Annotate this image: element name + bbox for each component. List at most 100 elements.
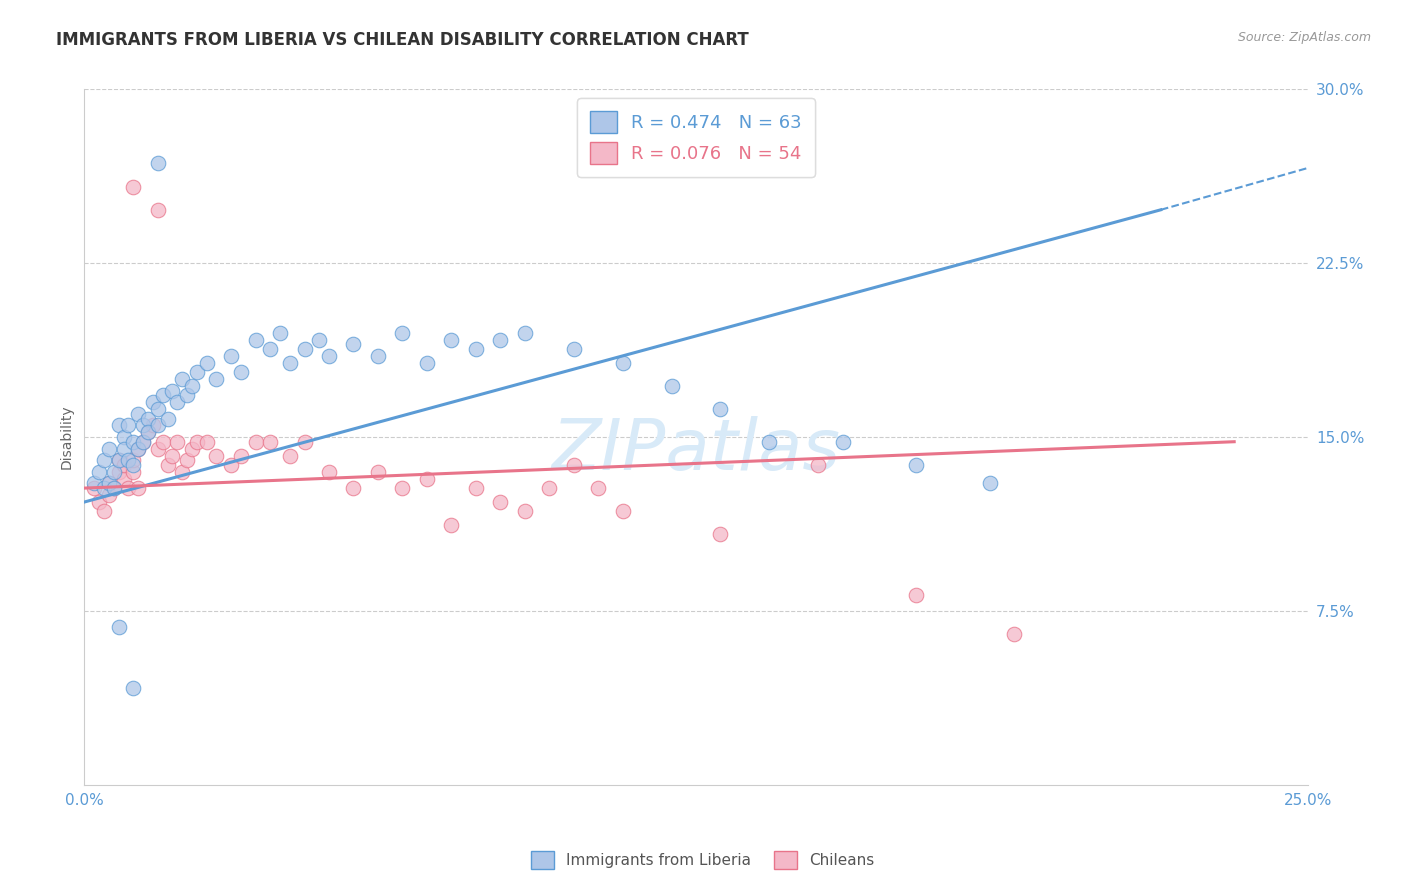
Point bbox=[758, 434, 780, 449]
Point bbox=[979, 476, 1001, 491]
Point bbox=[93, 453, 115, 467]
Point bbox=[367, 349, 389, 363]
Point bbox=[294, 342, 316, 356]
Point bbox=[122, 465, 145, 479]
Point bbox=[367, 465, 389, 479]
Point bbox=[107, 620, 129, 634]
Point bbox=[103, 481, 125, 495]
Point bbox=[127, 442, 149, 456]
Point bbox=[1002, 627, 1025, 641]
Point bbox=[391, 481, 413, 495]
Point bbox=[807, 458, 830, 472]
Point bbox=[709, 527, 731, 541]
Point bbox=[146, 418, 169, 433]
Point bbox=[709, 402, 731, 417]
Point bbox=[107, 418, 129, 433]
Point bbox=[586, 481, 609, 495]
Point bbox=[464, 481, 486, 495]
Point bbox=[538, 481, 561, 495]
Point bbox=[905, 458, 928, 472]
Point bbox=[176, 388, 198, 402]
Point bbox=[103, 465, 125, 479]
Point bbox=[195, 356, 218, 370]
Point bbox=[112, 442, 135, 456]
Point bbox=[152, 388, 174, 402]
Text: ZIPatlas: ZIPatlas bbox=[551, 417, 841, 485]
Point bbox=[562, 342, 585, 356]
Point bbox=[440, 518, 463, 533]
Point bbox=[122, 434, 145, 449]
Point bbox=[93, 504, 115, 518]
Point bbox=[308, 333, 330, 347]
Point bbox=[440, 333, 463, 347]
Point bbox=[97, 476, 120, 491]
Point bbox=[172, 465, 194, 479]
Point bbox=[156, 458, 179, 472]
Point bbox=[146, 202, 169, 217]
Point bbox=[513, 326, 536, 340]
Point bbox=[661, 379, 683, 393]
Point bbox=[278, 356, 301, 370]
Point bbox=[132, 434, 155, 449]
Point bbox=[146, 156, 169, 170]
Point bbox=[83, 476, 105, 491]
Point bbox=[127, 481, 149, 495]
Point bbox=[416, 356, 439, 370]
Point bbox=[219, 458, 242, 472]
Point bbox=[259, 342, 281, 356]
Point bbox=[136, 425, 159, 440]
Point bbox=[162, 449, 184, 463]
Point bbox=[156, 411, 179, 425]
Point bbox=[112, 472, 135, 486]
Point bbox=[181, 379, 204, 393]
Point bbox=[342, 337, 364, 351]
Point bbox=[318, 349, 340, 363]
Point bbox=[229, 449, 252, 463]
Point bbox=[219, 349, 242, 363]
Point bbox=[146, 402, 169, 417]
Point bbox=[136, 425, 159, 440]
Point bbox=[132, 434, 155, 449]
Point bbox=[127, 442, 149, 456]
Point bbox=[112, 430, 135, 444]
Point bbox=[181, 442, 204, 456]
Point bbox=[107, 465, 129, 479]
Point bbox=[117, 481, 139, 495]
Point bbox=[176, 453, 198, 467]
Point bbox=[269, 326, 291, 340]
Point bbox=[122, 681, 145, 695]
Point bbox=[612, 504, 634, 518]
Point bbox=[87, 495, 110, 509]
Point bbox=[127, 407, 149, 421]
Point bbox=[562, 458, 585, 472]
Point bbox=[513, 504, 536, 518]
Point bbox=[87, 465, 110, 479]
Point bbox=[166, 395, 188, 409]
Point bbox=[391, 326, 413, 340]
Point bbox=[342, 481, 364, 495]
Point bbox=[259, 434, 281, 449]
Point bbox=[136, 411, 159, 425]
Point bbox=[205, 449, 228, 463]
Point bbox=[112, 458, 135, 472]
Text: IMMIGRANTS FROM LIBERIA VS CHILEAN DISABILITY CORRELATION CHART: IMMIGRANTS FROM LIBERIA VS CHILEAN DISAB… bbox=[56, 31, 749, 49]
Point bbox=[97, 488, 120, 502]
Point bbox=[107, 453, 129, 467]
Point bbox=[489, 495, 512, 509]
Point bbox=[142, 395, 165, 409]
Legend: Immigrants from Liberia, Chileans: Immigrants from Liberia, Chileans bbox=[526, 845, 880, 875]
Point bbox=[132, 418, 155, 433]
Point bbox=[146, 442, 169, 456]
Point bbox=[122, 179, 145, 194]
Point bbox=[103, 481, 125, 495]
Point bbox=[278, 449, 301, 463]
Point bbox=[186, 365, 208, 379]
Legend: R = 0.474   N = 63, R = 0.076   N = 54: R = 0.474 N = 63, R = 0.076 N = 54 bbox=[578, 98, 814, 177]
Point bbox=[205, 372, 228, 386]
Point bbox=[166, 434, 188, 449]
Point bbox=[122, 458, 145, 472]
Point bbox=[162, 384, 184, 398]
Point bbox=[122, 453, 145, 467]
Point bbox=[83, 481, 105, 495]
Point bbox=[142, 418, 165, 433]
